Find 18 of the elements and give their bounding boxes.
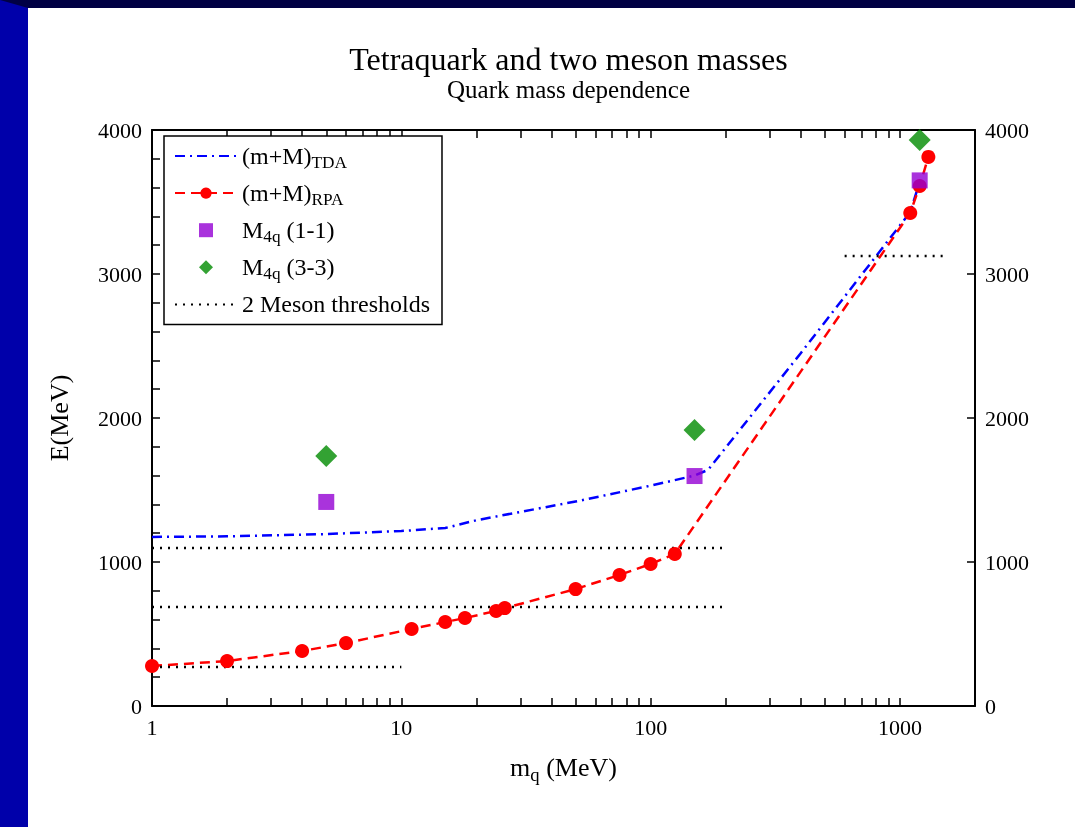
x-tick-label: 1 — [146, 714, 158, 740]
y2-tick-label: 2000 — [985, 405, 1029, 431]
chart-subtitle: Quark mass dependence — [447, 76, 690, 103]
x-tick-label: 100 — [634, 714, 668, 740]
x-tick-label: 10 — [390, 714, 413, 740]
y2-tick-label: 0 — [985, 693, 996, 719]
y-tick-label: 0 — [131, 693, 142, 719]
chart-title: Tetraquark and two meson masses — [349, 41, 788, 77]
y-tick-label: 4000 — [98, 117, 142, 143]
y-tick-label: 2000 — [98, 405, 142, 431]
y2-tick-label: 3000 — [985, 261, 1029, 287]
y-axis-title: E(MeV) — [44, 374, 74, 462]
legend-label: 2 Meson thresholds — [242, 291, 430, 318]
x-tick-label: 1000 — [877, 714, 922, 740]
y-tick-label: 3000 — [98, 261, 142, 287]
y2-tick-label: 1000 — [985, 549, 1029, 575]
y2-tick-label: 4000 — [985, 117, 1029, 143]
y-tick-label: 1000 — [98, 549, 142, 575]
